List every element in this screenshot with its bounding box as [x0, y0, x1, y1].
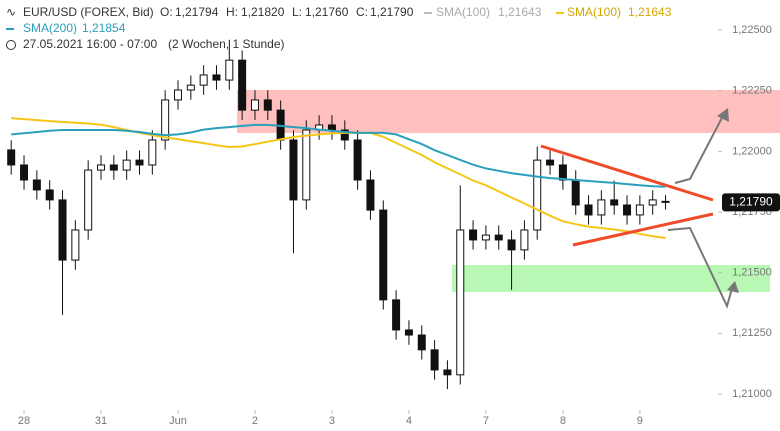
candle-body	[45, 189, 54, 201]
candle-body	[161, 99, 170, 141]
arrow-head	[727, 281, 739, 293]
candle-body	[635, 204, 644, 216]
candle-body	[558, 164, 567, 181]
y-tick-label: 1,21500	[732, 267, 772, 279]
header: ∿ EUR/USD (FOREX, Bid) O: 1,21794 H: 1,2…	[6, 5, 672, 51]
legend-value: 1,21854	[82, 21, 126, 35]
sma-line	[11, 117, 666, 239]
candle-body	[109, 164, 118, 171]
x-tick-label: 4	[406, 415, 412, 427]
candle-body	[456, 229, 465, 376]
candle-body	[584, 204, 593, 216]
candle-body	[366, 179, 375, 211]
legend-name: SMA(100)	[567, 5, 621, 19]
candle-body	[7, 149, 16, 166]
icon: ∿	[6, 5, 16, 19]
candle-body	[225, 59, 234, 81]
x-tick-label: 8	[560, 415, 566, 427]
candle-body	[404, 329, 413, 336]
candle-body	[571, 179, 580, 206]
ohlc-key: O:	[160, 5, 173, 19]
support-zone	[452, 265, 770, 292]
candle-body	[84, 169, 93, 231]
candle-body	[327, 124, 336, 131]
arrow-head	[717, 108, 729, 122]
x-tick-label: 3	[329, 415, 335, 427]
resistance-zone	[237, 90, 780, 133]
candle-body	[481, 234, 490, 241]
candle-body	[520, 229, 529, 251]
ohlc-value: 1,21820	[241, 5, 285, 19]
candle-body	[135, 159, 144, 166]
ohlc-value: 1,21794	[175, 5, 219, 19]
clock-icon	[6, 40, 16, 50]
candle-body	[417, 334, 426, 351]
candle-body	[263, 99, 272, 111]
candle-body	[20, 164, 29, 181]
candle-body	[507, 239, 516, 251]
trend-line	[572, 212, 714, 247]
x-tick-label: 31	[95, 415, 107, 427]
candle-body	[443, 369, 452, 376]
candle-body	[623, 204, 632, 216]
x-tick-label: 9	[637, 415, 643, 427]
y-tick-label: 1,22250	[732, 85, 772, 97]
ohlc-key: H:	[226, 5, 238, 19]
ohlc-key: L:	[292, 5, 302, 19]
y-tick-label: 1,22000	[732, 145, 772, 157]
last-price-label: 1,21790	[729, 195, 773, 209]
candle-body	[430, 349, 439, 371]
x-tick-label: 2	[252, 415, 258, 427]
x-tick-label: Jun	[169, 415, 187, 427]
y-tick-label: 1,21250	[732, 327, 772, 339]
candle-body	[379, 209, 388, 301]
arrow	[674, 111, 726, 184]
candle-body	[71, 229, 80, 261]
candle-body	[340, 129, 349, 141]
ohlc-value: 1,21760	[305, 5, 349, 19]
candle-body	[122, 159, 131, 171]
candle-body	[250, 99, 259, 111]
candle-body	[392, 299, 401, 331]
sma-line	[11, 123, 666, 188]
plot	[7, 39, 670, 390]
candle-body	[661, 200, 670, 203]
candle-body	[648, 199, 657, 206]
y-tick-label: 1,21000	[732, 388, 772, 400]
candle-body	[353, 139, 362, 181]
candle-body	[610, 199, 619, 206]
legend-name: SMA(100)	[436, 5, 490, 19]
ohlc-key: C:	[356, 5, 368, 19]
candle-body	[32, 179, 41, 191]
candle-body	[546, 159, 555, 166]
date-span: (2 Wochen, 1 Stunde)	[168, 37, 285, 51]
legend-value: 1,21643	[628, 5, 672, 19]
candle-body	[238, 59, 247, 111]
trend-line	[540, 144, 714, 202]
candle-body	[212, 74, 221, 81]
legend-value: 1,21643	[498, 5, 542, 19]
symbol: EUR/USD (FOREX, Bid)	[23, 5, 154, 19]
x-tick-label: 28	[18, 415, 30, 427]
candle-body	[199, 74, 208, 86]
y-tick-label: 1,22500	[732, 24, 772, 36]
candle-body	[494, 234, 503, 241]
candle-body	[289, 139, 298, 201]
candle-body	[186, 84, 195, 91]
date-range: 27.05.2021 16:00 - 07:00	[23, 37, 157, 51]
candle-body	[173, 89, 182, 101]
candle-body	[302, 129, 311, 201]
candle-body	[533, 159, 542, 231]
ohlc-value: 1,21790	[370, 5, 414, 19]
candle-body	[148, 139, 157, 166]
x-tick-label: 7	[483, 415, 489, 427]
arrow	[667, 226, 734, 309]
legend-name: SMA(200)	[23, 21, 77, 35]
candle-body	[58, 199, 67, 261]
candle-body	[97, 164, 106, 171]
last-price-box	[722, 193, 780, 212]
candle-body	[597, 199, 606, 216]
candle-body	[469, 229, 478, 241]
